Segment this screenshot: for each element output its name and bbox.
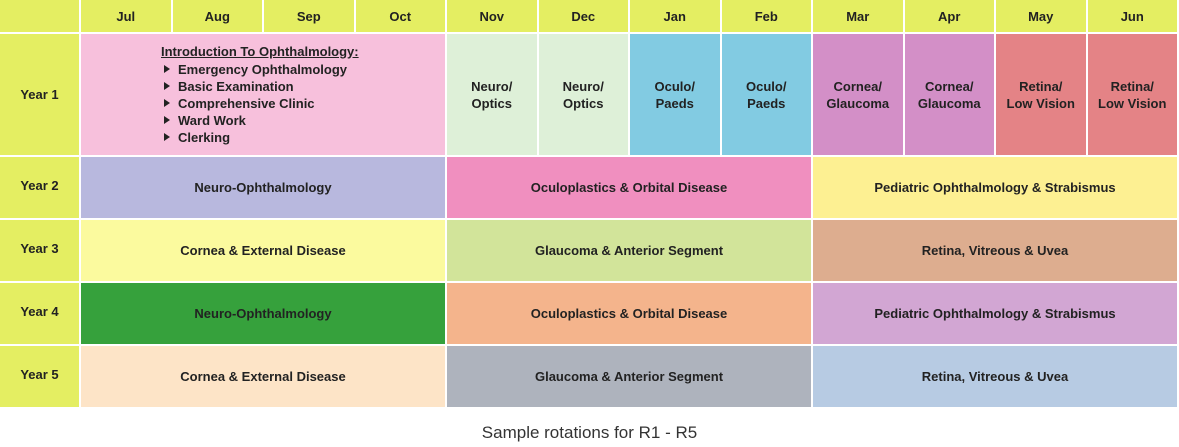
cell-line: Optics [471,95,512,111]
cell-line: Optics [563,95,604,111]
cell-line: Glaucoma & Anterior Segment [534,243,724,258]
cell-line: Glaucoma [826,95,890,111]
rotation-cell: Glaucoma & Anterior Segment [447,220,811,281]
month-header: Feb [721,0,811,32]
month-header: Nov [447,0,537,32]
rotation-cell: Neuro-Ophthalmology [81,283,445,344]
cell-line: Cornea/ [925,78,974,94]
caption: Sample rotations for R1 - R5 [481,423,698,442]
intro-cell: Introduction To Ophthalmology: Emergency … [81,34,445,155]
cell-line: Oculoplastics & Orbital Disease [530,306,728,321]
intro-item: Clerking [161,129,230,146]
cell-line: Neuro/ [471,78,513,94]
intro-title: Introduction To Ophthalmology: [161,44,359,59]
month-header: Mar [813,0,903,32]
cell-line: Oculo/ [746,78,787,94]
cell-line: Cornea & External Disease [180,369,346,384]
rotation-cell: Cornea & External Disease [81,220,445,281]
rotation-cell: Glaucoma & Anterior Segment [447,346,811,407]
rotation-cell: Oculo/Paeds [630,34,720,155]
cell-line: Retina, Vitreous & Uvea [921,243,1069,258]
rotation-cell: Cornea/Glaucoma [813,34,903,155]
cell-line: Glaucoma [917,95,981,111]
cell-line: Oculoplastics & Orbital Disease [530,180,728,195]
cell-line: Oculo/ [654,78,695,94]
rotation-cell: Cornea/Glaucoma [904,34,994,155]
year-label: Year 5 [0,346,79,407]
corner [0,0,79,32]
month-header: Apr [904,0,994,32]
year-label: Year 3 [0,220,79,281]
month-header: Jul [81,0,171,32]
rotation-cell: Cornea & External Disease [81,346,445,407]
rotation-cell: Pediatric Ophthalmology & Strabismus [813,283,1177,344]
year-label: Year 2 [0,157,79,218]
cell-line: Neuro/ [562,78,604,94]
rotation-cell: Neuro/Optics [538,34,628,155]
month-header: Jun [1087,0,1177,32]
month-header: May [996,0,1086,32]
rotation-cell: Pediatric Ophthalmology & Strabismus [813,157,1177,218]
cell-line: Pediatric Ophthalmology & Strabismus [874,180,1116,195]
intro-item: Emergency Ophthalmology [161,61,347,78]
cell-line: Pediatric Ophthalmology & Strabismus [874,306,1116,321]
intro-item: Ward Work [161,112,246,129]
month-header: Dec [538,0,628,32]
rotation-cell: Oculo/Paeds [721,34,811,155]
rotation-cell: Retina/Low Vision [1087,34,1177,155]
cell-line: Low Vision [1098,95,1167,111]
cell-line: Neuro-Ophthalmology [194,306,332,321]
month-header: Jan [630,0,720,32]
cell-line: Retina/ [1110,78,1154,94]
cell-line: Low Vision [1006,95,1075,111]
cell-line: Cornea & External Disease [180,243,346,258]
cell-line: Neuro-Ophthalmology [194,180,332,195]
cell-line: Cornea/ [833,78,882,94]
intro-item: Comprehensive Clinic [161,95,315,112]
rotation-cell: Retina, Vitreous & Uvea [813,220,1177,281]
rotation-cell: Retina/Low Vision [996,34,1086,155]
cell-line: Paeds [655,95,694,111]
rotation-cell: Oculoplastics & Orbital Disease [447,283,811,344]
month-header: Aug [172,0,262,32]
rotation-cell: Neuro/Optics [447,34,537,155]
cell-line: Retina, Vitreous & Uvea [921,369,1069,384]
rotation-cell: Oculoplastics & Orbital Disease [447,157,811,218]
rotation-cell: Neuro-Ophthalmology [81,157,445,218]
intro-item: Basic Examination [161,78,294,95]
cell-line: Paeds [747,95,786,111]
rotation-cell: Retina, Vitreous & Uvea [813,346,1177,407]
cell-line: Glaucoma & Anterior Segment [534,369,724,384]
month-header: Sep [264,0,354,32]
cell-line: Retina/ [1019,78,1063,94]
month-header: Oct [355,0,445,32]
year-label: Year 4 [0,283,79,344]
year-label: Year 1 [0,34,79,155]
